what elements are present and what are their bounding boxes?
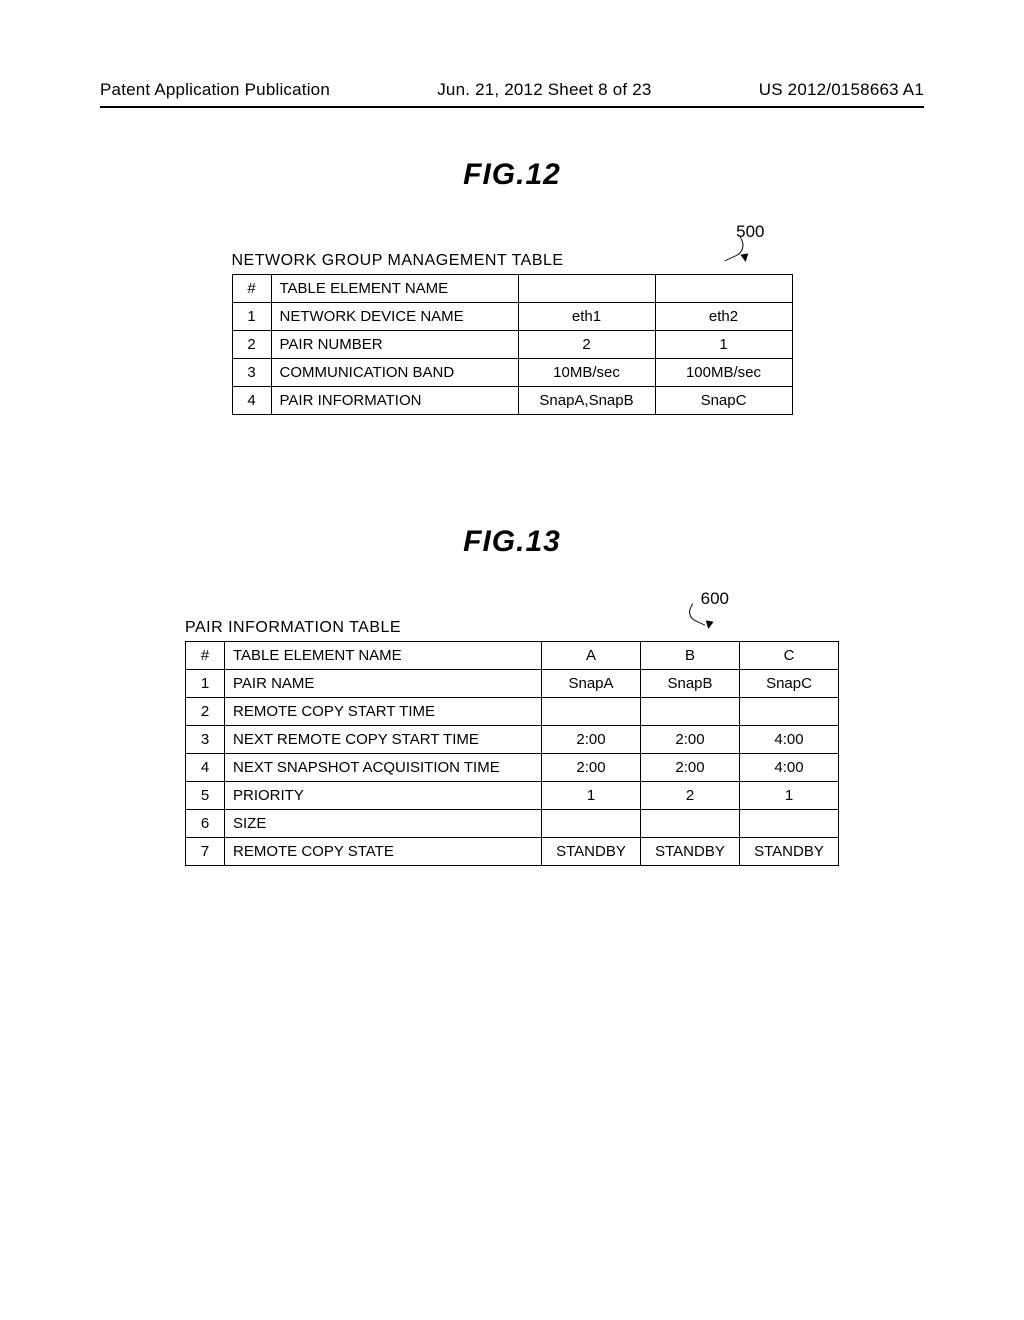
figure-13-block: FIG.13 600 PAIR INFORMATION TABLE # TABL…: [100, 525, 924, 866]
row-num: 3: [232, 359, 271, 387]
page-header: Patent Application Publication Jun. 21, …: [100, 80, 924, 100]
figure-12-title: FIG.12: [100, 158, 924, 192]
row-val: 2:00: [641, 726, 740, 754]
row-val: STANDBY: [641, 838, 740, 866]
row-val: 1: [655, 331, 792, 359]
col-hash: #: [232, 275, 271, 303]
header-right: US 2012/0158663 A1: [759, 80, 924, 100]
row-num: 2: [186, 698, 225, 726]
fig13-table-wrap: 600 PAIR INFORMATION TABLE # TABLE ELEME…: [185, 619, 839, 866]
header-rule: [100, 106, 924, 108]
row-name: SIZE: [225, 810, 542, 838]
header-left: Patent Application Publication: [100, 80, 330, 100]
table-row: 2 PAIR NUMBER 2 1: [232, 331, 792, 359]
row-val: 2:00: [542, 726, 641, 754]
table-row: 2 REMOTE COPY START TIME: [186, 698, 839, 726]
fig13-caption: PAIR INFORMATION TABLE: [185, 619, 839, 637]
row-val: SnapA: [542, 670, 641, 698]
table-row: 7 REMOTE COPY STATE STANDBY STANDBY STAN…: [186, 838, 839, 866]
fig12-caption: NETWORK GROUP MANAGEMENT TABLE: [232, 252, 793, 270]
row-num: 4: [186, 754, 225, 782]
table-row: 4 NEXT SNAPSHOT ACQUISITION TIME 2:00 2:…: [186, 754, 839, 782]
figure-12-block: FIG.12 500 NETWORK GROUP MANAGEMENT TABL…: [100, 158, 924, 415]
row-val: STANDBY: [740, 838, 839, 866]
row-num: 6: [186, 810, 225, 838]
row-num: 7: [186, 838, 225, 866]
row-val: 2:00: [641, 754, 740, 782]
network-group-management-table: # TABLE ELEMENT NAME 1 NETWORK DEVICE NA…: [232, 274, 793, 415]
header-center: Jun. 21, 2012 Sheet 8 of 23: [437, 80, 651, 100]
row-val: eth2: [655, 303, 792, 331]
ref-600-arrowhead-icon: [704, 620, 713, 629]
row-name: REMOTE COPY STATE: [225, 838, 542, 866]
row-val: [641, 810, 740, 838]
table-header-row: # TABLE ELEMENT NAME A B C: [186, 642, 839, 670]
row-val: SnapA,SnapB: [518, 387, 655, 415]
row-name: NETWORK DEVICE NAME: [271, 303, 518, 331]
row-val: STANDBY: [542, 838, 641, 866]
table-row: 1 NETWORK DEVICE NAME eth1 eth2: [232, 303, 792, 331]
patent-page: Patent Application Publication Jun. 21, …: [0, 0, 1024, 1320]
row-num: 4: [232, 387, 271, 415]
row-num: 1: [232, 303, 271, 331]
row-val: 4:00: [740, 726, 839, 754]
row-name: PAIR NAME: [225, 670, 542, 698]
table-row: 4 PAIR INFORMATION SnapA,SnapB SnapC: [232, 387, 792, 415]
col-B: B: [641, 642, 740, 670]
row-val: 2: [641, 782, 740, 810]
row-val: 100MB/sec: [655, 359, 792, 387]
row-num: 2: [232, 331, 271, 359]
table-row: 3 COMMUNICATION BAND 10MB/sec 100MB/sec: [232, 359, 792, 387]
row-num: 5: [186, 782, 225, 810]
row-val: [542, 810, 641, 838]
row-val: 1: [542, 782, 641, 810]
row-name: PAIR NUMBER: [271, 331, 518, 359]
col-C: C: [740, 642, 839, 670]
row-val: 2: [518, 331, 655, 359]
table-row: 6 SIZE: [186, 810, 839, 838]
row-val: SnapB: [641, 670, 740, 698]
table-row: 3 NEXT REMOTE COPY START TIME 2:00 2:00 …: [186, 726, 839, 754]
ref-500-arrowhead-icon: [740, 253, 749, 262]
ref-number-600: 600: [701, 589, 729, 609]
row-val: 4:00: [740, 754, 839, 782]
row-name: REMOTE COPY START TIME: [225, 698, 542, 726]
row-name: NEXT REMOTE COPY START TIME: [225, 726, 542, 754]
row-val: 10MB/sec: [518, 359, 655, 387]
col-value-1: [518, 275, 655, 303]
row-val: eth1: [518, 303, 655, 331]
col-value-2: [655, 275, 792, 303]
col-element-name: TABLE ELEMENT NAME: [271, 275, 518, 303]
row-val: [542, 698, 641, 726]
row-name: COMMUNICATION BAND: [271, 359, 518, 387]
row-val: SnapC: [740, 670, 839, 698]
row-name: PRIORITY: [225, 782, 542, 810]
figure-13-title: FIG.13: [100, 525, 924, 559]
row-num: 3: [186, 726, 225, 754]
row-name: PAIR INFORMATION: [271, 387, 518, 415]
table-header-row: # TABLE ELEMENT NAME: [232, 275, 792, 303]
row-val: [641, 698, 740, 726]
row-name: NEXT SNAPSHOT ACQUISITION TIME: [225, 754, 542, 782]
row-val: [740, 698, 839, 726]
pair-information-table: # TABLE ELEMENT NAME A B C 1 PAIR NAME S…: [185, 641, 839, 866]
row-val: 1: [740, 782, 839, 810]
table-row: 1 PAIR NAME SnapA SnapB SnapC: [186, 670, 839, 698]
row-val: 2:00: [542, 754, 641, 782]
table-row: 5 PRIORITY 1 2 1: [186, 782, 839, 810]
col-A: A: [542, 642, 641, 670]
row-num: 1: [186, 670, 225, 698]
row-val: [740, 810, 839, 838]
col-hash: #: [186, 642, 225, 670]
fig12-table-wrap: 500 NETWORK GROUP MANAGEMENT TABLE # TAB…: [232, 252, 793, 415]
col-element-name: TABLE ELEMENT NAME: [225, 642, 542, 670]
row-val: SnapC: [655, 387, 792, 415]
